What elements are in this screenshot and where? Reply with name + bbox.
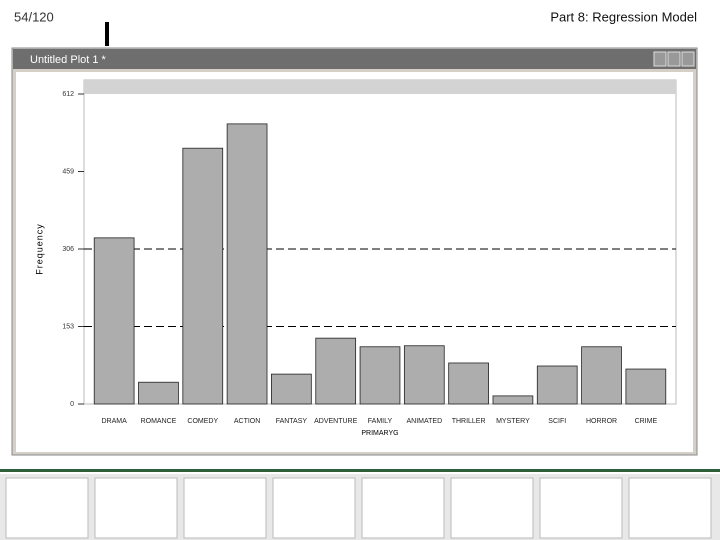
thumbnail: [5, 477, 89, 539]
x-tick-label: SCIFI: [548, 418, 566, 425]
y-tick-label: 306: [62, 246, 74, 253]
x-axis-label: PRIMARYG: [361, 430, 398, 437]
maximize-button[interactable]: [667, 51, 681, 67]
bar: [625, 368, 667, 405]
bar: [226, 123, 268, 405]
thumbnail: [94, 477, 178, 539]
thumbnail: [450, 477, 534, 539]
slide-title: Part 8: Regression Model: [550, 9, 697, 24]
thumbnail: [628, 477, 712, 539]
x-tick-label: CRIME: [635, 418, 658, 425]
y-axis-label: Frequency: [34, 223, 44, 275]
y-tick-label: 0: [70, 401, 74, 408]
x-tick-label: ANIMATED: [406, 418, 442, 425]
y-tick-label: 459: [62, 168, 74, 175]
bar: [359, 346, 401, 405]
bar: [448, 362, 489, 405]
close-button[interactable]: [681, 51, 695, 67]
thumbnail: [539, 477, 623, 539]
plot-header-band: [84, 80, 676, 94]
bar: [93, 237, 135, 405]
page-number: 54/120: [14, 9, 54, 24]
window-titlebar: [13, 49, 696, 69]
x-tick-label: ACTION: [234, 418, 260, 425]
x-tick-label: FANTASY: [276, 418, 308, 425]
x-tick-label: ROMANCE: [141, 418, 177, 425]
x-tick-label: COMEDY: [187, 418, 218, 425]
y-tick-label: 153: [62, 323, 74, 330]
y-tick-label: 612: [62, 91, 74, 98]
bar: [315, 337, 357, 405]
bar: [492, 395, 534, 405]
x-tick-label: ADVENTURE: [314, 418, 358, 425]
x-tick-label: FAMILY: [368, 418, 393, 425]
minimize-button[interactable]: [653, 51, 667, 67]
thumbnail: [272, 477, 356, 539]
bar: [138, 381, 179, 405]
divider: [0, 469, 720, 472]
thumbnail: [183, 477, 267, 539]
x-tick-label: HORROR: [586, 418, 617, 425]
window-title: Untitled Plot 1 *: [30, 54, 107, 66]
cursor-bar: [105, 22, 109, 46]
x-tick-label: THRILLER: [452, 418, 486, 425]
thumbnail: [361, 477, 445, 539]
bar: [182, 147, 224, 405]
bar: [271, 373, 312, 405]
x-tick-label: MYSTERY: [496, 418, 530, 425]
x-tick-label: DRAMA: [102, 418, 128, 425]
bar: [581, 346, 622, 405]
bar: [403, 345, 445, 405]
bar: [536, 365, 578, 405]
